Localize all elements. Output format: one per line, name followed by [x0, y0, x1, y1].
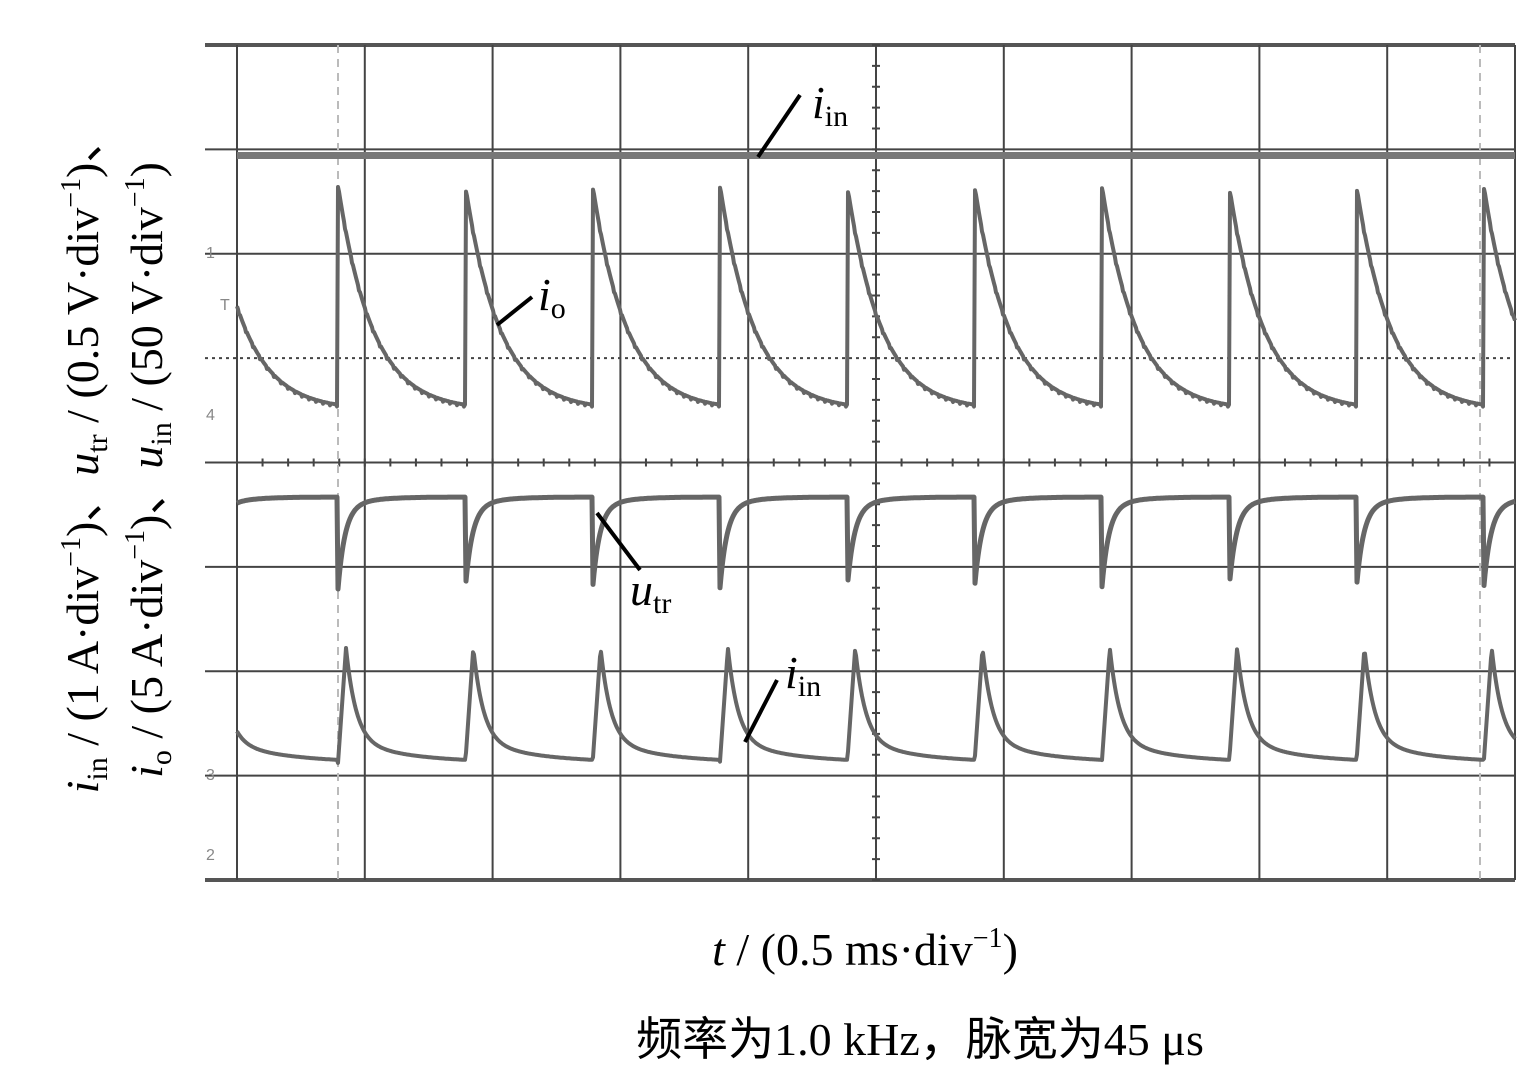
subscript: o [551, 292, 566, 325]
waveform [235, 646, 1517, 765]
symbol: i [538, 269, 551, 320]
scope-grid [205, 43, 1516, 882]
unit: )、 [57, 476, 108, 537]
symbol: t [712, 924, 726, 975]
subscript: tr [81, 434, 114, 452]
superscript: −1 [56, 537, 87, 567]
subscript: in [81, 757, 114, 780]
pointer [595, 511, 642, 572]
channel-marker: 3 [206, 767, 215, 784]
trace-label: io [538, 269, 566, 325]
trace-label: utr [630, 564, 671, 620]
waveform [235, 185, 1517, 409]
unit: )、 [57, 117, 108, 178]
subscript: in [825, 100, 848, 133]
channel-marker: 1 [206, 245, 215, 262]
scope-traces [235, 152, 1517, 765]
pointer [756, 93, 802, 159]
unit: / (50 V·div [121, 207, 172, 422]
pointers [495, 93, 802, 743]
pointer [743, 679, 779, 743]
unit: / (0.5 ms·div [725, 924, 973, 975]
symbol: u [630, 564, 653, 615]
waveform [235, 494, 1517, 592]
subscript: in [145, 422, 178, 445]
symbol: i [121, 765, 172, 778]
channel-marker: T [220, 297, 230, 314]
trace-label: iin [785, 647, 821, 703]
trace-label: iin [812, 77, 848, 133]
subscript: in [798, 670, 821, 703]
unit: )、 [121, 469, 172, 530]
symbol: i [785, 647, 798, 698]
superscript: −1 [120, 177, 151, 207]
unit: / (5 A·div [121, 560, 172, 750]
subscript: tr [653, 587, 671, 620]
superscript: −1 [973, 923, 1003, 954]
caption: 频率为1.0 kHz，脉宽为45 μs [636, 1014, 1204, 1065]
unit: / (0.5 V·div [57, 208, 108, 435]
superscript: −1 [120, 530, 151, 560]
y-axis-label: io / (5 A·div−1)、uin / (50 V·div−1) [120, 162, 178, 778]
unit: / (1 A·div [57, 567, 108, 757]
pointer [495, 295, 534, 327]
symbol: i [812, 77, 825, 128]
symbol: u [121, 446, 172, 469]
waveform [237, 152, 1515, 159]
superscript: −1 [56, 178, 87, 208]
unit: ) [1003, 924, 1018, 975]
x-axis-label: t / (0.5 ms·div−1) [712, 923, 1018, 975]
symbol: u [57, 453, 108, 476]
y-axis-label: iin / (1 A·div−1)、utr / (0.5 V·div−1)、 [56, 117, 114, 794]
symbol: i [57, 781, 108, 794]
unit: ) [121, 162, 172, 177]
channel-marker: 4 [206, 407, 215, 424]
subscript: o [145, 750, 178, 765]
channel-marker: 2 [206, 847, 215, 864]
